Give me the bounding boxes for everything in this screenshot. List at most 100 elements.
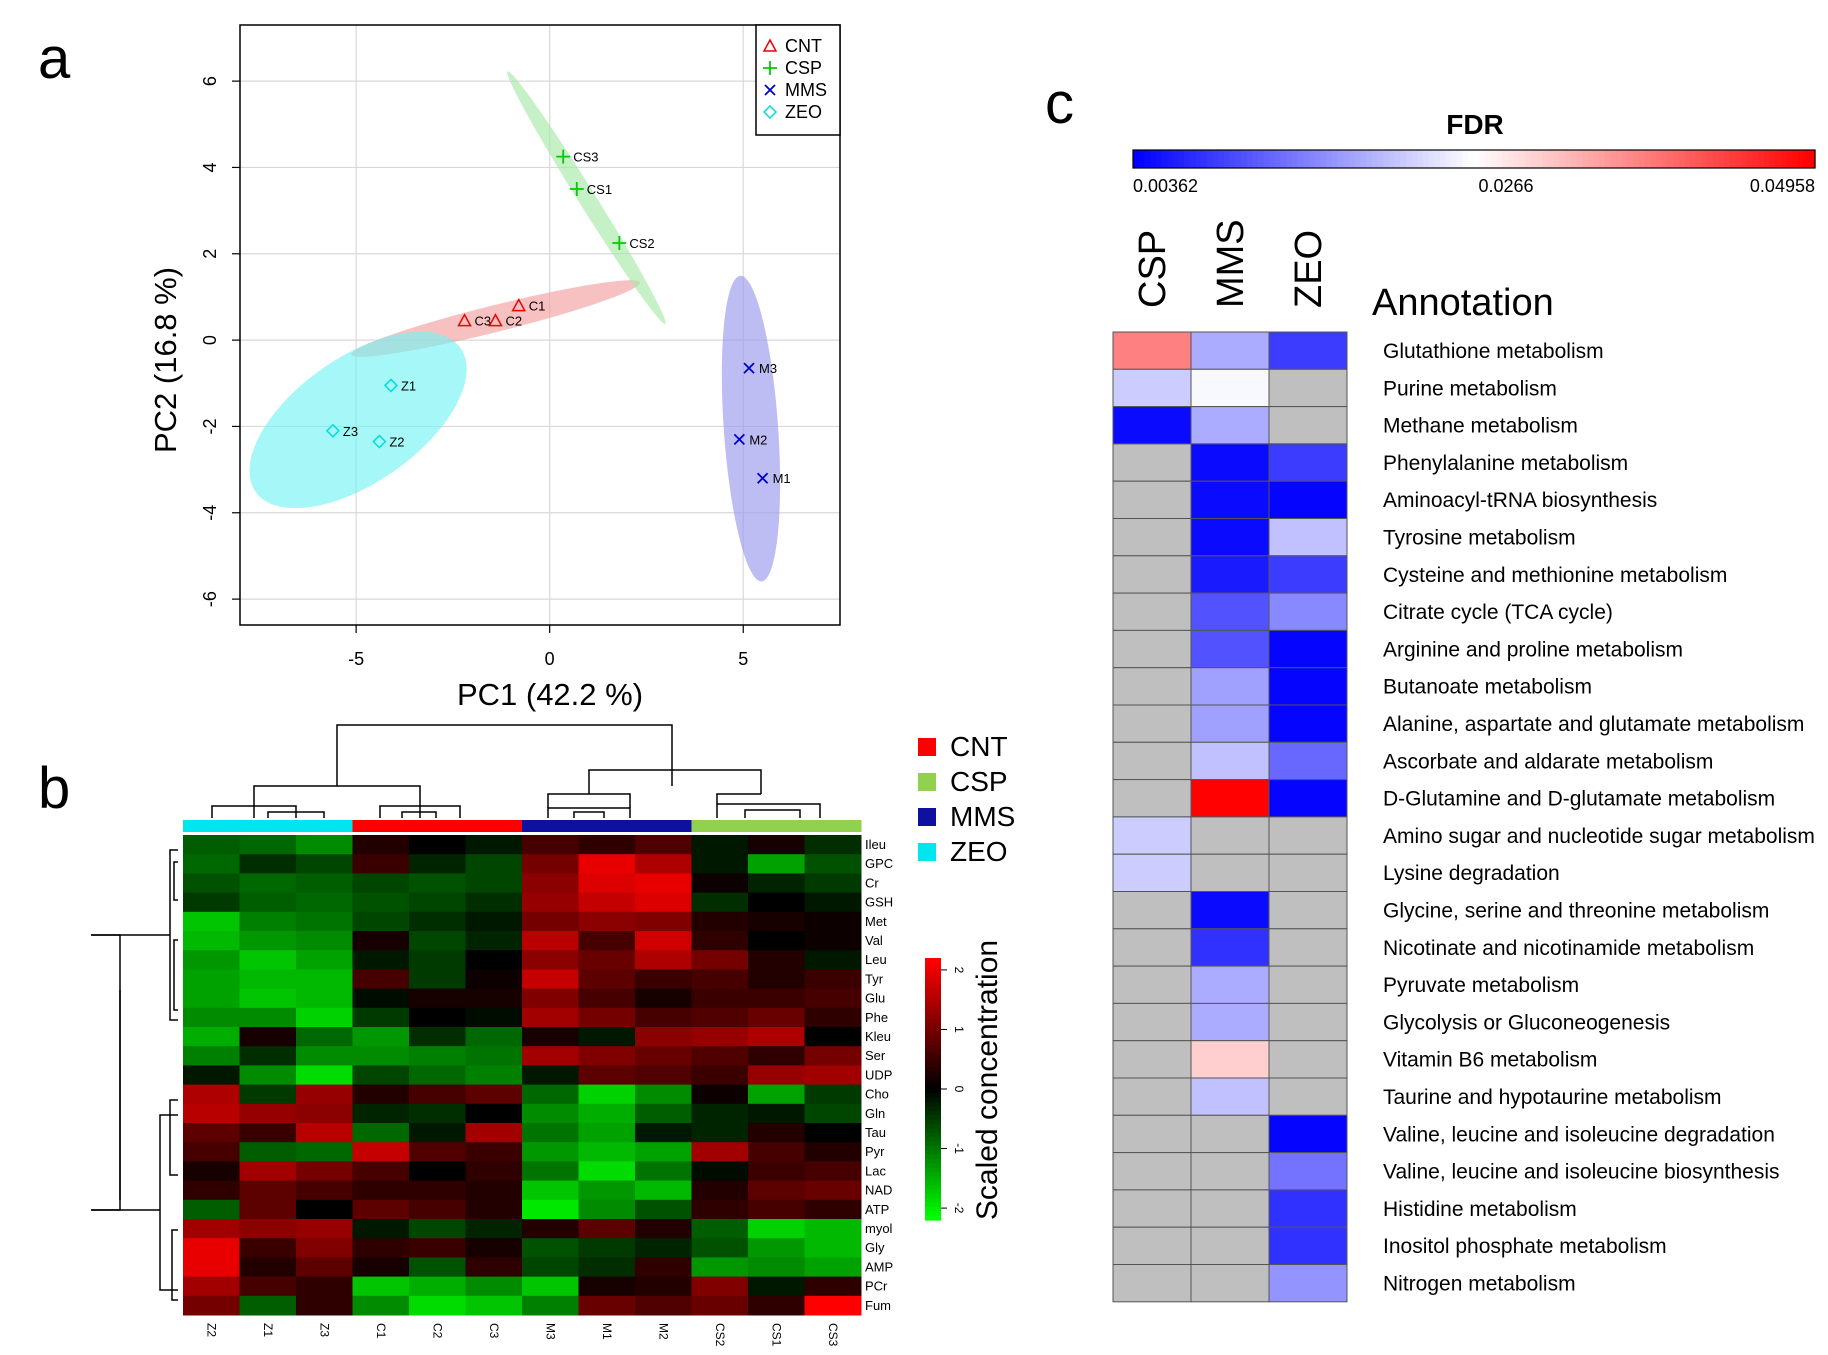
row-label-tau: Tau bbox=[865, 1125, 886, 1140]
pathway-label: Nicotinate and nicotinamide metabolism bbox=[1383, 937, 1754, 960]
triangle-marker bbox=[457, 313, 472, 327]
cell-phe-z2 bbox=[183, 1007, 240, 1028]
fdr-colorbar-step bbox=[1547, 150, 1555, 168]
col-label-c1: C1 bbox=[374, 1323, 388, 1339]
group-legend-label: CNT bbox=[950, 731, 1008, 762]
cell-ser-c3 bbox=[465, 1046, 523, 1066]
row-label-amp: AMP bbox=[865, 1259, 893, 1274]
fdr-colorbar-step bbox=[1451, 150, 1458, 168]
group-legend-label: MMS bbox=[950, 801, 1015, 832]
fdr-colorbar-step bbox=[1445, 150, 1452, 168]
cell-gln-m1 bbox=[578, 1103, 636, 1124]
fdr-colorbar-step bbox=[1474, 150, 1481, 168]
fdr-title: FDR bbox=[1446, 109, 1504, 140]
fdr-colorbar-step bbox=[1667, 150, 1674, 168]
fdr-cell bbox=[1190, 1077, 1270, 1116]
fdr-colorbar-step bbox=[1400, 150, 1407, 168]
cell-lac-cs2 bbox=[691, 1161, 749, 1182]
cell-gly-c1 bbox=[352, 1238, 410, 1258]
cell-tau-z2 bbox=[183, 1123, 240, 1143]
cell-tau-m1 bbox=[578, 1123, 636, 1143]
point-m3: M3 bbox=[743, 361, 777, 376]
pca-ellipses bbox=[249, 71, 781, 582]
fdr-colorbar-step bbox=[1564, 150, 1572, 168]
pca-legend-cnt: CNT bbox=[762, 36, 822, 56]
fdr-cell bbox=[1112, 965, 1192, 1004]
fdr-colorbar-step bbox=[1292, 150, 1299, 168]
cell-leu-m1 bbox=[578, 950, 636, 970]
pca-x-axis-label: PC1 (42.2 %) bbox=[457, 677, 643, 712]
fdr-colorbar-step bbox=[1695, 150, 1702, 168]
pca-score-plot: C1 C3 C2 CS3 CS1 CS2 M3 M2 M1 Z1 Z3 Z2 -5 0 5 -6 -4 -2 0… bbox=[148, 24, 841, 712]
cell-leu-cs3 bbox=[804, 950, 862, 970]
fdr-colorbar-step bbox=[1650, 150, 1657, 168]
point-label: CS2 bbox=[629, 236, 654, 251]
col-label-z3: Z3 bbox=[317, 1323, 331, 1337]
cell-fum-cs1 bbox=[748, 1295, 805, 1316]
cell-glu-z1 bbox=[239, 988, 297, 1009]
pca-x-tick-label: -5 bbox=[348, 649, 364, 669]
col-label-cs2: CS2 bbox=[713, 1323, 727, 1347]
cell-pyr-cs3 bbox=[804, 1142, 862, 1162]
pathway-label: Valine, leucine and isoleucine biosynthe… bbox=[1383, 1161, 1780, 1184]
point-m2: M2 bbox=[733, 432, 767, 447]
x-marker bbox=[756, 472, 769, 484]
fdr-cell bbox=[1268, 1189, 1348, 1228]
pathway-label: Phenylalanine metabolism bbox=[1383, 452, 1628, 475]
pathway-label: Glutathione metabolism bbox=[1383, 340, 1604, 363]
fdr-colorbar-step bbox=[1138, 150, 1145, 168]
pca-legend-box bbox=[755, 24, 841, 136]
fdr-cell bbox=[1268, 965, 1348, 1004]
group-bar-c3 bbox=[465, 820, 523, 832]
cell-met-c3 bbox=[465, 911, 523, 932]
colorbar-step bbox=[925, 1137, 941, 1142]
fdr-colorbar-step bbox=[1689, 150, 1697, 168]
pathway-label: Aminoacyl-tRNA biosynthesis bbox=[1383, 489, 1657, 512]
cell-ileu-m1 bbox=[578, 835, 636, 855]
cell-gly-m1 bbox=[578, 1238, 636, 1258]
fdr-cell bbox=[1268, 368, 1348, 408]
cell-fum-c1 bbox=[352, 1295, 410, 1316]
cell-met-cs1 bbox=[748, 911, 805, 932]
cell-met-z2 bbox=[183, 911, 240, 932]
row-label-gsh: GSH bbox=[865, 895, 893, 910]
col-dendro-csp-inner bbox=[744, 809, 801, 818]
colorbar-step bbox=[925, 1080, 941, 1086]
colorbar-step bbox=[925, 1211, 941, 1217]
pca-y-axis-label: PC2 (16.8 %) bbox=[148, 267, 183, 453]
colorbar-step bbox=[925, 997, 941, 1003]
cell-gly-c2 bbox=[409, 1238, 466, 1258]
fdr-cell bbox=[1268, 1264, 1348, 1303]
colorbar-step bbox=[925, 992, 941, 998]
cell-tau-z3 bbox=[296, 1123, 353, 1143]
fdr-colorbar-step bbox=[1422, 150, 1430, 168]
colorbar-step bbox=[925, 984, 941, 990]
diamond-marker bbox=[383, 378, 399, 393]
row-label-ileu: Ileu bbox=[865, 837, 886, 852]
cell-met-m3 bbox=[522, 911, 579, 932]
colorbar-step bbox=[925, 1176, 941, 1182]
row-label-lac: Lac bbox=[865, 1163, 886, 1178]
fdr-colorbar-step bbox=[1536, 150, 1543, 168]
fdr-colorbar-step bbox=[1155, 150, 1163, 168]
pca-x-tick-label: 0 bbox=[545, 649, 555, 669]
fdr-colorbar-step bbox=[1599, 150, 1606, 168]
cell-gly-cs1 bbox=[748, 1238, 805, 1258]
fdr-colorbar-step bbox=[1780, 150, 1788, 168]
cell-fum-c3 bbox=[465, 1295, 523, 1316]
row-label-pcr: PCr bbox=[865, 1279, 888, 1294]
fdr-cell bbox=[1268, 1152, 1348, 1191]
cell-gly-cs2 bbox=[691, 1238, 749, 1258]
colorbar-step bbox=[925, 1010, 941, 1016]
point-label: C1 bbox=[529, 299, 546, 314]
fdr-cell bbox=[1268, 1226, 1348, 1265]
cell-lac-z3 bbox=[296, 1161, 353, 1182]
fdr-colorbar-step bbox=[1343, 150, 1350, 168]
fdr-colorbar-step bbox=[1252, 150, 1259, 168]
fdr-cell bbox=[1112, 368, 1192, 408]
colorbar-step bbox=[925, 1054, 941, 1060]
pca-y-tick-label: 0 bbox=[200, 335, 220, 345]
cell-gpc-c2 bbox=[409, 854, 466, 874]
fdr-cell bbox=[1190, 629, 1270, 669]
cell-cr-c1 bbox=[352, 873, 410, 894]
